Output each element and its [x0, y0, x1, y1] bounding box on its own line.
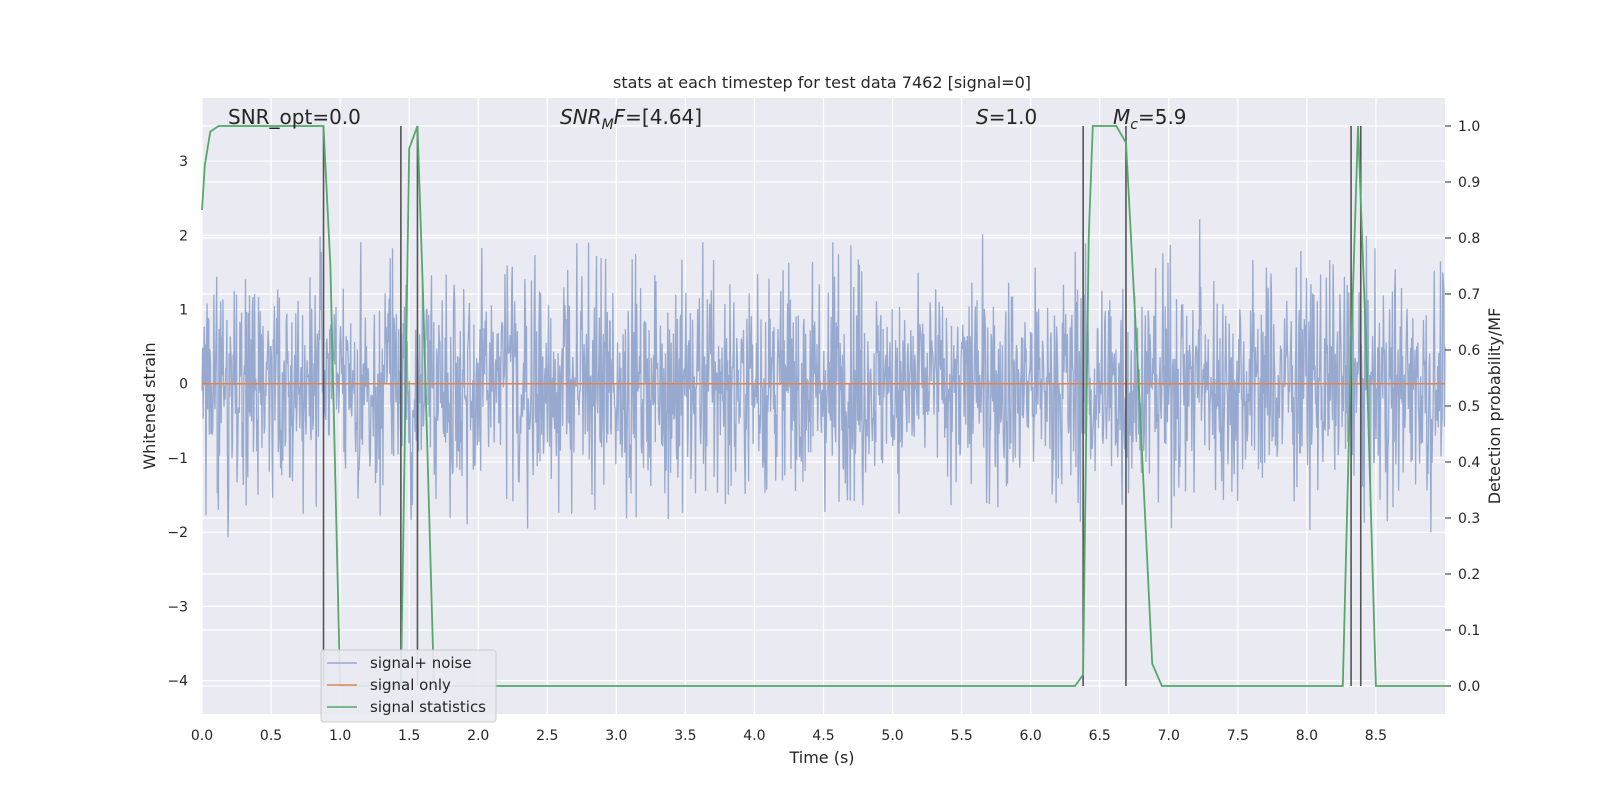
x-tick-label: 3.5 — [674, 728, 696, 744]
signal-noise-line — [201, 219, 1446, 538]
y-right-tick-label: 1.0 — [1458, 119, 1480, 135]
x-axis-label: Time (s) — [788, 748, 854, 767]
signal-statistics-series — [201, 125, 1445, 687]
x-tick-label: 6.0 — [1020, 728, 1042, 744]
y-right-tick-label: 0.1 — [1458, 623, 1480, 639]
legend-label-noise: signal+ noise — [370, 654, 472, 672]
y-right-tick-label: 0.4 — [1458, 455, 1480, 471]
y-axis-ticks: 3 2 1 0 −1 −2 −3 −4 — [167, 154, 188, 690]
x-tick-label: 3.0 — [605, 728, 627, 744]
y-axis-label: Whitened strain — [140, 342, 159, 469]
y-tick-label: −4 — [167, 674, 188, 690]
x-axis-ticks: 0.0 0.5 1.0 1.5 2.0 2.5 3.0 3.5 4.0 4.5 5.0 5.5 6.0 6… — [191, 728, 1387, 744]
x-tick-label: 8.0 — [1296, 728, 1318, 744]
snr-opt-annotation: SNR_opt=0.0 — [228, 105, 361, 129]
y-right-tick-label: 0.5 — [1458, 399, 1480, 415]
y-right-tick-label: 0.6 — [1458, 343, 1480, 359]
x-tick-label: 7.0 — [1158, 728, 1180, 744]
legend-label-signal: signal only — [370, 676, 451, 694]
y-right-tick-label: 0.9 — [1458, 175, 1480, 191]
y-tick-label: 1 — [179, 303, 188, 319]
y-tick-label: 2 — [179, 228, 188, 244]
snr-mf-annotation: SNRMF=[4.64] — [560, 105, 702, 133]
x-tick-label: 4.5 — [812, 728, 834, 744]
mc-annotation: Mc=5.9 — [1113, 105, 1187, 133]
y-axis-right-label: Detection probability/MF — [1485, 308, 1504, 505]
s-stat-value: =1.0 — [989, 105, 1038, 129]
x-tick-label: 5.5 — [950, 728, 972, 744]
y-axis-right-ticks: 1.0 0.9 0.8 0.7 0.6 0.5 0.4 0.3 0.2 0.1 0.0 — [1445, 119, 1480, 695]
legend: signal+ noise signal only signal statist… — [320, 649, 497, 723]
y-tick-label: −2 — [167, 525, 188, 541]
x-tick-label: 5.0 — [881, 728, 903, 744]
x-tick-label: 2.5 — [536, 728, 558, 744]
signal-statistics-line — [201, 125, 1445, 687]
y-tick-label: −1 — [167, 451, 188, 467]
x-tick-label: 6.5 — [1089, 728, 1111, 744]
signal-noise-series — [201, 219, 1446, 538]
y-right-tick-label: 0.7 — [1458, 287, 1480, 303]
legend-label-stats: signal statistics — [370, 698, 486, 716]
x-tick-label: 0.5 — [260, 728, 282, 744]
s-stat-annotation: S=1.0 — [976, 105, 1037, 129]
mc-value: =5.9 — [1138, 105, 1187, 129]
x-tick-label: 2.0 — [467, 728, 489, 744]
y-tick-label: 0 — [179, 377, 188, 393]
y-right-tick-label: 0.3 — [1458, 511, 1480, 527]
x-tick-label: 8.5 — [1365, 728, 1387, 744]
x-tick-label: 4.0 — [743, 728, 765, 744]
y-right-tick-label: 0.0 — [1458, 679, 1480, 695]
x-tick-label: 1.5 — [398, 728, 420, 744]
snr-mf-value: =[4.64] — [625, 105, 702, 129]
chart-title: stats at each timestep for test data 746… — [613, 73, 1031, 92]
y-right-tick-label: 0.2 — [1458, 567, 1480, 583]
x-tick-label: 0.0 — [191, 728, 213, 744]
y-right-tick-label: 0.8 — [1458, 231, 1480, 247]
y-tick-label: −3 — [167, 599, 188, 615]
y-tick-label: 3 — [179, 154, 188, 170]
x-tick-label: 7.5 — [1227, 728, 1249, 744]
x-tick-label: 1.0 — [329, 728, 351, 744]
